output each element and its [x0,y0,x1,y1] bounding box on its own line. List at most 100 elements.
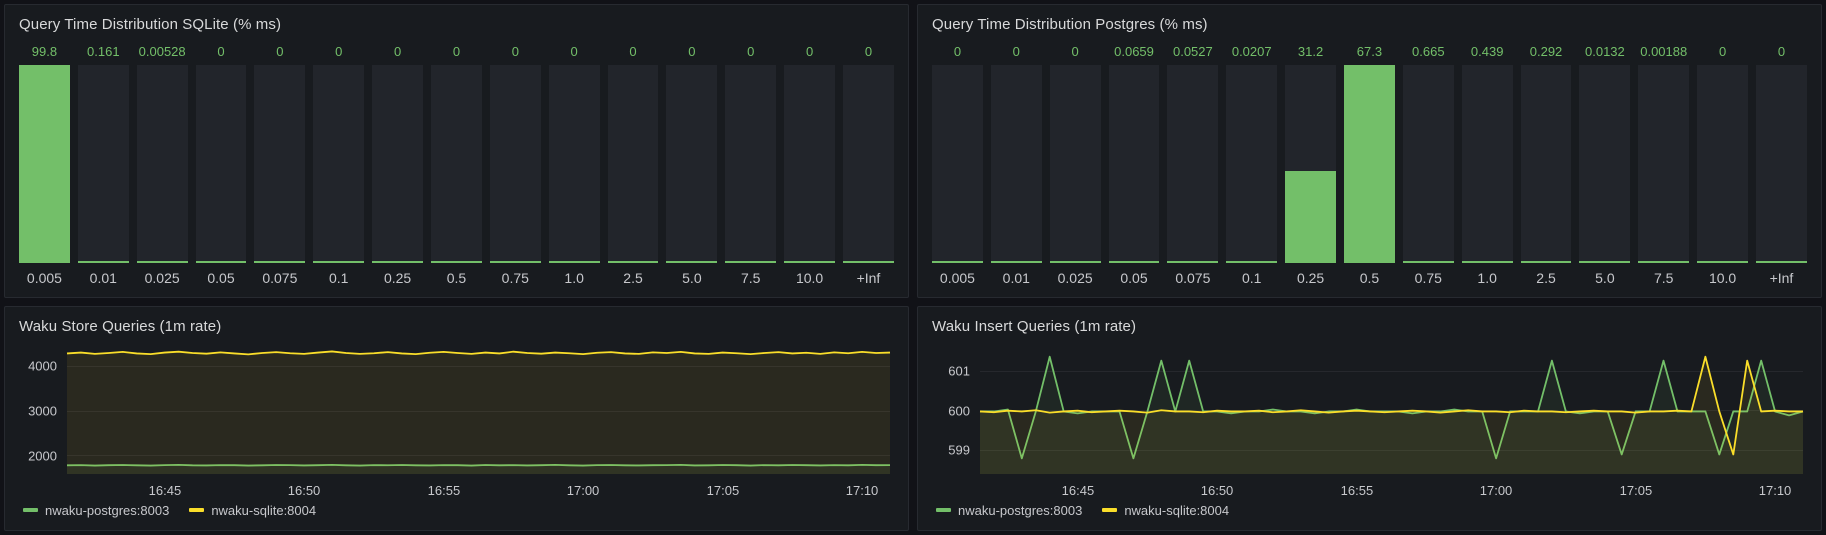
bar-column: 0.00188 7.5 [1638,39,1690,289]
plot-area: 16:45 16:50 16:55 17:00 17:05 17:10 [67,343,894,498]
bar-column: 0 +Inf [843,39,894,289]
bar-value-label: 0 [393,44,402,59]
legend-item[interactable]: nwaku-postgres:8003 [23,503,169,518]
timeseries-body: 2000 3000 4000 16:45 16:50 16:55 17:00 17:05 17… [19,343,894,498]
x-tick-label: 16:45 [1061,483,1095,498]
panel-query-time-sqlite: Query Time Distribution SQLite (% ms) 99… [4,4,909,298]
x-tick-label: 16:50 [1200,483,1234,498]
bar-category-label: 0.75 [1414,270,1442,286]
y-tick-label: 601 [948,363,970,379]
bar-column: 0.0659 0.05 [1108,39,1160,289]
x-tick-label: 16:50 [287,483,321,498]
bar-value-label: 0.00188 [1640,44,1688,59]
legend-series-label: nwaku-sqlite:8004 [211,502,317,518]
bar-category-label: 5.0 [682,270,702,286]
bar-column: 0 0.75 [489,39,541,289]
bar-column: 0 0.075 [254,39,306,289]
bar-track [1108,65,1160,263]
bar-column: 0 7.5 [725,39,777,289]
panel-title[interactable]: Waku Insert Queries (1m rate) [932,318,1137,335]
gridline [67,366,890,368]
plot-inner [980,345,1803,474]
bar-column: 0.0132 5.0 [1579,39,1631,289]
bar-value-label: 0.665 [1412,44,1445,59]
bar-category-label: 7.5 [741,270,761,286]
bar-column: 0 0.05 [195,39,247,289]
legend-series-swatch [1102,508,1118,512]
series-area-fill [67,464,890,474]
bar-category-label: 2.5 [1536,270,1556,286]
bar-track [548,65,600,263]
panel-title[interactable]: Query Time Distribution SQLite (% ms) [19,16,282,33]
legend-series-label: nwaku-sqlite:8004 [1124,502,1230,518]
bar-column: 0 10.0 [784,39,836,289]
bar-category-label: 10.0 [795,270,824,286]
bar-track [784,65,836,263]
x-tick-label: 17:05 [1619,483,1653,498]
x-tick-label: 16:55 [1340,483,1374,498]
bar-value-label: 0 [1012,44,1020,59]
bar-category-label: 0.25 [1296,270,1325,286]
bar-fill [1638,261,1690,263]
bar-fill [19,65,70,263]
bar-category-label: 0.01 [1002,270,1030,286]
bar-value-label: 0.439 [1470,44,1504,59]
plot-inner [67,345,890,474]
bar-column: 31.2 0.25 [1285,39,1337,289]
bar-value-label: 0 [688,44,696,59]
bar-value-label: 0.292 [1529,44,1563,59]
legend-item[interactable]: nwaku-sqlite:8004 [189,503,316,518]
bar-track [372,65,424,263]
legend-item[interactable]: nwaku-postgres:8003 [936,503,1082,518]
bar-fill [1520,261,1572,263]
bar-column: 0.439 1.0 [1461,39,1513,289]
bar-fill [1461,261,1513,263]
bar-track [1285,65,1337,263]
bar-value-label: 0.161 [87,44,120,59]
legend: nwaku-postgres:8003 nwaku-sqlite:8004 [19,498,894,522]
bar-track [313,65,365,263]
bar-track [254,65,306,263]
bar-category-label: 0.075 [1175,270,1211,286]
bar-column: 0 0.005 [932,39,983,289]
timeseries-body: 599 600 601 16:45 16:50 16:55 17:00 17:05 17:10 [932,343,1807,498]
bar-track [195,65,247,263]
bar-value-label: 0 [747,44,755,59]
bar-value-label: 0 [805,44,814,59]
bar-fill [1579,261,1631,263]
bar-fill [1697,261,1749,263]
bar-fill [489,261,541,263]
bar-column: 0.665 0.75 [1402,39,1454,289]
legend-item[interactable]: nwaku-sqlite:8004 [1102,503,1229,518]
legend-series-swatch [23,508,38,512]
bar-value-label: 0 [1777,44,1786,59]
panel-title[interactable]: Query Time Distribution Postgres (% ms) [932,16,1208,33]
panel-waku-store-queries: Waku Store Queries (1m rate) 2000 3000 400… [4,306,909,531]
bar-fill [932,261,983,263]
bar-track [607,65,659,263]
bar-category-label: 0.005 [26,270,62,286]
bar-fill [548,261,600,263]
bar-track [136,65,188,263]
bar-value-label: 0.0659 [1114,44,1154,59]
y-tick-label: 599 [948,442,970,458]
panel-title[interactable]: Waku Store Queries (1m rate) [19,318,222,335]
bar-value-label: 0.00528 [138,44,186,59]
gridline [980,449,1803,451]
x-tick-label: 17:00 [1479,483,1513,498]
bar-fill [431,261,482,263]
bar-column: 0.0527 0.075 [1167,39,1219,289]
bar-track [725,65,777,263]
x-tick-label: 17:10 [845,483,879,498]
bar-category-label: 0.01 [89,270,117,286]
bar-fill [666,261,718,263]
bar-fill [607,261,659,263]
bar-value-label: 0 [864,44,873,59]
bar-category-label: +Inf [856,270,881,286]
y-tick-label: 4000 [28,358,57,374]
bar-fill [313,261,365,263]
x-tick-label: 16:55 [427,483,461,498]
bar-category-label: 0.075 [262,270,298,286]
y-tick-label: 600 [948,403,970,418]
bar-track [1402,65,1454,263]
